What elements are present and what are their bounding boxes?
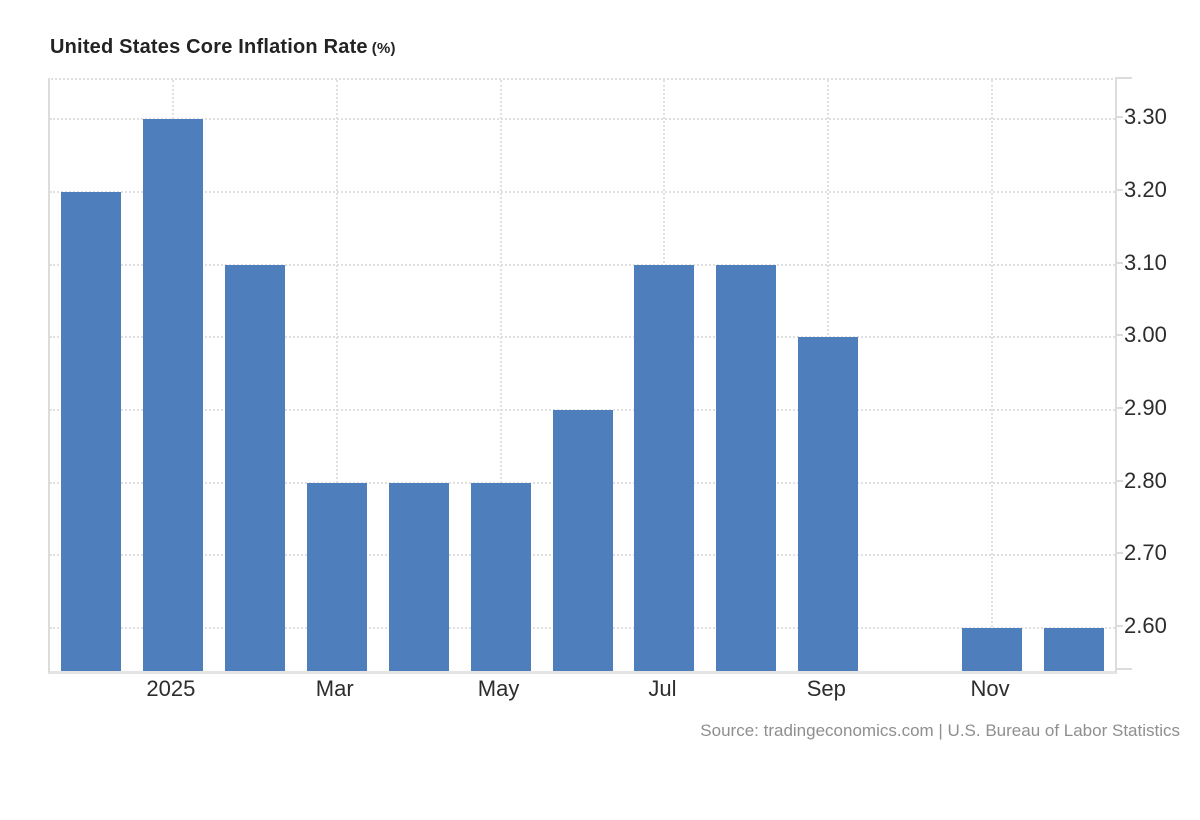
chart-title: United States Core Inflation Rate (%) (50, 36, 396, 59)
chart-title-unit: (%) (371, 40, 396, 57)
x-axis-tick-label: 2025 (146, 676, 196, 701)
y-axis-tick-label: 2.70 (1124, 540, 1167, 566)
bar-nov[interactable] (962, 628, 1023, 671)
source-credit: Source: tradingeconomics.com | U.S. Bure… (700, 721, 1180, 740)
bar-mar[interactable] (306, 482, 367, 671)
h-gridline (50, 263, 1115, 266)
y-axis-tick-label: 3.00 (1124, 322, 1167, 348)
v-gridline (991, 80, 994, 671)
bar-aug[interactable] (716, 264, 777, 671)
v-gridline (499, 80, 502, 671)
bar-jan-2025[interactable] (142, 119, 203, 671)
y-axis-tick-label: 2.60 (1124, 613, 1167, 639)
bar-may[interactable] (470, 482, 531, 671)
chart-title-text: United States Core Inflation Rate (50, 36, 368, 58)
h-gridline (50, 409, 1115, 412)
y-axis-tick-label: 2.90 (1124, 395, 1167, 421)
x-axis-tick-label: May (477, 676, 520, 701)
bar-dec[interactable] (60, 191, 121, 671)
y-axis-tick (1115, 407, 1123, 410)
x-axis-tick-label: Nov (970, 676, 1010, 701)
v-gridline (335, 80, 338, 671)
y-axis-tick-label: 3.30 (1124, 104, 1167, 130)
bar-dec[interactable] (1044, 628, 1105, 671)
h-gridline (50, 336, 1115, 339)
y-axis-tick (1115, 479, 1123, 482)
bar-jul[interactable] (634, 264, 695, 671)
h-gridline (50, 190, 1115, 193)
y-axis-end-tick (1115, 668, 1132, 670)
y-axis-tick (1115, 116, 1123, 119)
h-gridline (50, 118, 1115, 121)
x-axis-tick-label: Mar (315, 676, 354, 701)
y-axis-tick (1115, 188, 1123, 191)
y-axis-tick (1115, 261, 1123, 264)
x-axis-tick-label: Jul (648, 676, 677, 701)
bar-sep[interactable] (798, 337, 859, 671)
y-axis-tick-label: 3.20 (1124, 176, 1167, 202)
y-axis-tick (1115, 552, 1123, 555)
y-axis-tick-label: 2.80 (1124, 467, 1167, 493)
y-axis-end-tick (1115, 77, 1132, 79)
y-axis-tick (1115, 334, 1123, 337)
bar-jun[interactable] (552, 410, 613, 671)
bar-apr[interactable] (388, 482, 449, 671)
bar-feb[interactable] (224, 264, 285, 671)
y-axis-tick-label: 3.10 (1124, 249, 1167, 275)
x-axis-tick-label: Sep (806, 676, 846, 701)
plot-area (48, 78, 1117, 674)
y-axis-tick (1115, 625, 1123, 628)
